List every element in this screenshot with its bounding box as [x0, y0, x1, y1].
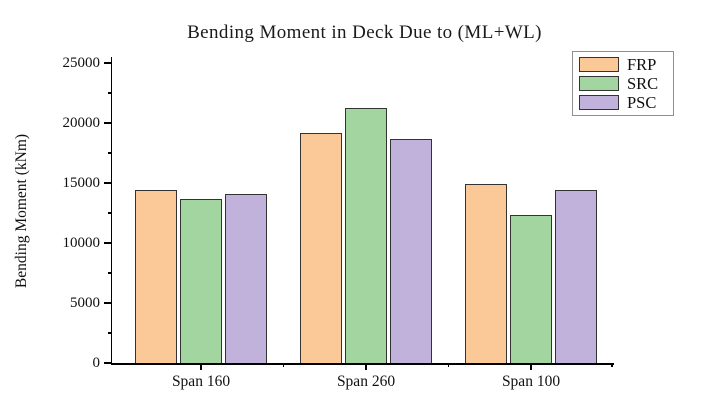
legend-label-src: SRC [627, 73, 659, 93]
bar-src-span-160 [180, 198, 222, 363]
bar-frp-span-160 [135, 190, 177, 363]
legend-row-psc: PSC [579, 93, 668, 112]
y-tick-label: 10000 [62, 234, 101, 251]
y-minor-tick [107, 92, 112, 94]
y-major-tick [104, 302, 112, 304]
y-tick-label: 25000 [62, 54, 101, 71]
y-minor-tick [107, 212, 112, 214]
bar-psc-span-260 [390, 139, 432, 363]
legend-swatch-frp [579, 57, 619, 72]
legend-row-frp: FRP [579, 55, 668, 74]
y-axis-line [110, 57, 113, 365]
bar-frp-span-260 [300, 133, 342, 363]
y-minor-tick [107, 332, 112, 334]
x-category-label: Span 100 [501, 373, 561, 390]
x-major-tick [530, 363, 532, 370]
y-major-tick [104, 242, 112, 244]
bar-src-span-100 [510, 215, 552, 363]
chart-title: Bending Moment in Deck Due to (ML+WL) [187, 22, 542, 43]
y-tick-label: 0 [92, 354, 101, 371]
x-minor-tick [447, 363, 450, 367]
legend-label-psc: PSC [627, 92, 657, 112]
y-tick-label: 5000 [70, 294, 100, 311]
x-category-label: Span 160 [171, 373, 231, 390]
x-axis-line [110, 363, 614, 365]
bar-frp-span-100 [465, 184, 507, 363]
x-minor-tick [611, 363, 613, 367]
y-major-tick [104, 182, 112, 184]
bar-psc-span-160 [225, 194, 267, 363]
x-category-label: Span 260 [336, 373, 396, 390]
y-tick-label: 15000 [62, 174, 101, 191]
y-major-tick [104, 122, 112, 124]
y-tick-label: 20000 [62, 114, 101, 131]
x-minor-tick [282, 363, 285, 367]
y-minor-tick [107, 152, 112, 154]
y-major-tick [104, 62, 112, 64]
legend-row-src: SRC [579, 74, 668, 93]
y-minor-tick [107, 272, 112, 274]
x-major-tick [365, 363, 367, 370]
legend: FRP SRC PSC [572, 51, 674, 116]
bar-psc-span-100 [555, 190, 597, 363]
legend-label-frp: FRP [627, 54, 657, 74]
bar-src-span-260 [345, 108, 387, 363]
legend-swatch-psc [579, 95, 619, 110]
y-major-tick [104, 362, 112, 364]
legend-swatch-src [579, 76, 619, 91]
x-major-tick [200, 363, 202, 370]
